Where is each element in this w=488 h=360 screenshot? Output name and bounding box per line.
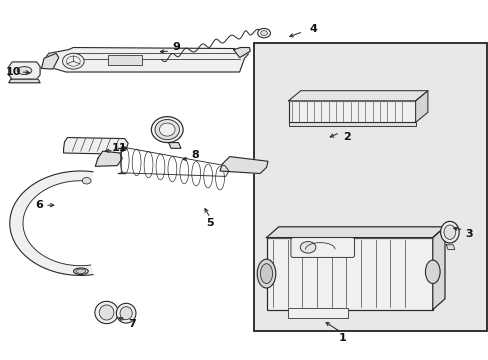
Ellipse shape bbox=[116, 303, 136, 323]
Polygon shape bbox=[44, 48, 248, 72]
Polygon shape bbox=[9, 62, 40, 79]
Text: 7: 7 bbox=[128, 319, 136, 329]
Bar bbox=[288, 101, 415, 122]
Bar bbox=[288, 119, 415, 126]
Polygon shape bbox=[415, 91, 427, 122]
FancyBboxPatch shape bbox=[290, 238, 354, 257]
Ellipse shape bbox=[76, 269, 85, 273]
Text: 11: 11 bbox=[112, 143, 127, 153]
Circle shape bbox=[260, 31, 267, 36]
Text: 8: 8 bbox=[191, 150, 199, 160]
Text: 5: 5 bbox=[206, 218, 214, 228]
Polygon shape bbox=[95, 151, 122, 166]
Ellipse shape bbox=[73, 268, 88, 274]
Ellipse shape bbox=[99, 305, 114, 320]
Text: 1: 1 bbox=[338, 333, 346, 343]
Text: 3: 3 bbox=[465, 229, 472, 239]
Circle shape bbox=[62, 53, 84, 69]
Polygon shape bbox=[432, 227, 444, 310]
Ellipse shape bbox=[17, 67, 32, 75]
Polygon shape bbox=[446, 245, 454, 249]
Text: 2: 2 bbox=[343, 132, 350, 142]
Text: 4: 4 bbox=[308, 24, 316, 34]
Polygon shape bbox=[63, 138, 128, 154]
Polygon shape bbox=[233, 48, 250, 58]
Ellipse shape bbox=[425, 260, 439, 284]
Ellipse shape bbox=[440, 221, 458, 243]
Ellipse shape bbox=[257, 259, 275, 288]
Ellipse shape bbox=[151, 117, 183, 143]
Ellipse shape bbox=[120, 307, 132, 320]
Circle shape bbox=[257, 28, 270, 38]
Polygon shape bbox=[288, 91, 427, 101]
Polygon shape bbox=[9, 79, 40, 83]
Text: 10: 10 bbox=[6, 67, 21, 77]
Ellipse shape bbox=[260, 264, 272, 284]
Circle shape bbox=[300, 242, 315, 253]
Ellipse shape bbox=[159, 123, 175, 136]
Ellipse shape bbox=[443, 225, 455, 239]
Bar bbox=[254, 43, 486, 331]
Ellipse shape bbox=[155, 120, 179, 140]
FancyBboxPatch shape bbox=[266, 238, 432, 310]
Text: 6: 6 bbox=[35, 200, 43, 210]
FancyBboxPatch shape bbox=[287, 308, 347, 318]
Bar bbox=[107, 55, 142, 65]
Ellipse shape bbox=[95, 301, 118, 324]
Polygon shape bbox=[168, 143, 181, 148]
Polygon shape bbox=[10, 171, 93, 275]
Polygon shape bbox=[41, 53, 59, 69]
Polygon shape bbox=[266, 227, 444, 238]
Polygon shape bbox=[220, 157, 267, 174]
Text: 9: 9 bbox=[172, 42, 180, 52]
Circle shape bbox=[82, 177, 91, 184]
